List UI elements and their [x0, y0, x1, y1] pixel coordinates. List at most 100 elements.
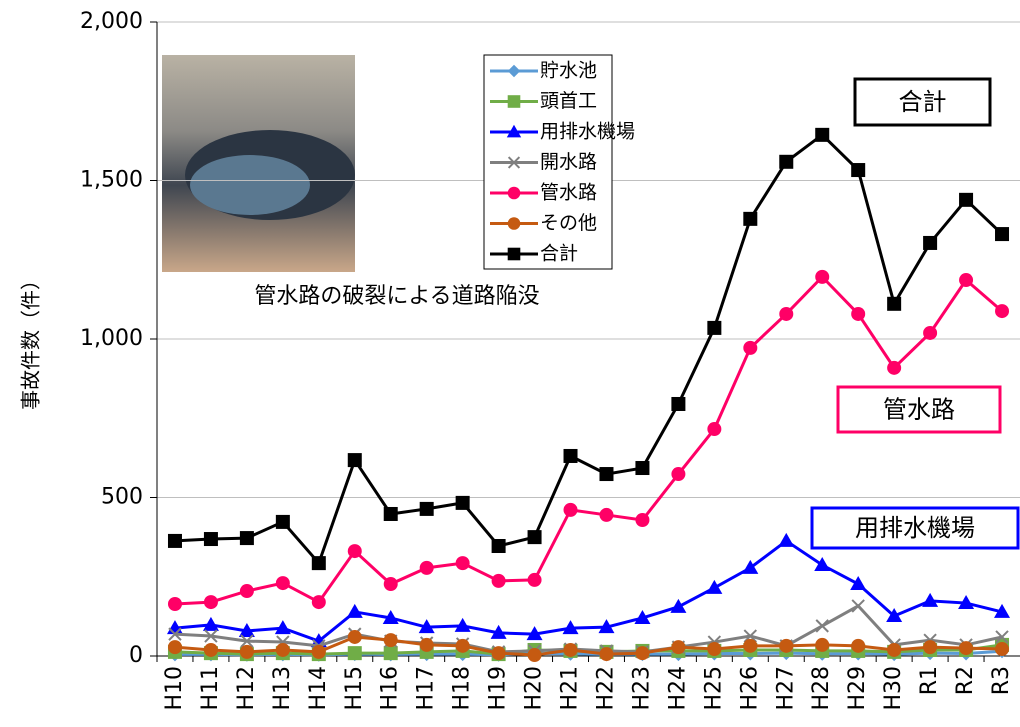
- x-tick-label: H22: [593, 666, 618, 711]
- x-tick-label: H16: [378, 666, 403, 711]
- point: [599, 507, 614, 522]
- x-tick-label: R3: [989, 666, 1014, 695]
- annotation-box: [810, 506, 1020, 550]
- x-tick-label: H25: [701, 666, 726, 711]
- x-tick-label: H19: [486, 666, 511, 711]
- point: [706, 579, 723, 594]
- x-tick-label: H12: [234, 666, 259, 711]
- series-line: [174, 604, 1003, 654]
- x-tick-label: H21: [558, 666, 583, 711]
- x-tick-label: R1: [917, 666, 942, 695]
- point: [887, 642, 902, 657]
- x-tick-label: H20: [522, 666, 547, 711]
- point: [707, 320, 722, 335]
- annotation-box: [853, 77, 992, 127]
- point: [311, 595, 326, 610]
- point: [742, 559, 759, 574]
- annotation: 合計: [899, 88, 947, 116]
- point: [527, 572, 542, 587]
- legend-marker: [507, 64, 521, 78]
- point: [419, 637, 434, 652]
- point: [994, 603, 1011, 618]
- point: [419, 501, 434, 516]
- point: [418, 619, 435, 634]
- point: [779, 638, 794, 653]
- y-tick-label: 500: [101, 485, 143, 510]
- point: [239, 531, 254, 546]
- point: [563, 502, 578, 517]
- point: [598, 619, 615, 634]
- legend-label: その他: [540, 212, 597, 234]
- point: [419, 560, 434, 575]
- point: [743, 638, 758, 653]
- point: [491, 646, 506, 661]
- point: [995, 227, 1010, 242]
- point: [779, 306, 794, 321]
- point: [240, 634, 254, 648]
- x-tick-label: H30: [881, 666, 906, 711]
- point: [202, 616, 219, 631]
- legend-label: 管水路: [540, 182, 597, 204]
- point: [671, 396, 686, 411]
- point: [815, 619, 829, 633]
- point: [670, 598, 687, 613]
- point: [563, 642, 578, 657]
- x-tick-label: H14: [306, 666, 331, 711]
- point: [851, 163, 866, 178]
- point: [995, 642, 1010, 657]
- point: [779, 154, 794, 169]
- point: [850, 576, 867, 591]
- x-tick-label: H26: [737, 666, 762, 711]
- legend-label: 用排水機場: [540, 121, 635, 143]
- point: [383, 633, 398, 648]
- point: [383, 506, 398, 521]
- point: [635, 461, 650, 476]
- point: [887, 296, 902, 311]
- point: [203, 595, 218, 610]
- legend-marker: [507, 247, 521, 261]
- point: [491, 539, 506, 554]
- x-tick-label: H17: [414, 666, 439, 711]
- point: [923, 325, 938, 340]
- legend-marker: [507, 186, 521, 200]
- point: [275, 514, 290, 529]
- x-tick-label: H27: [773, 666, 798, 711]
- point: [851, 599, 865, 613]
- x-tick-label: H11: [198, 666, 223, 711]
- point: [455, 495, 470, 510]
- point: [275, 576, 290, 591]
- point: [203, 642, 218, 657]
- point: [168, 627, 182, 641]
- point: [707, 422, 722, 437]
- point: [814, 557, 831, 572]
- point: [347, 646, 362, 661]
- point: [203, 532, 218, 547]
- x-tick-label: H15: [342, 666, 367, 711]
- point: [238, 622, 255, 637]
- legend-marker: [506, 124, 522, 138]
- point: [923, 235, 938, 250]
- x-tick-label: R2: [953, 666, 978, 695]
- legend-marker: [507, 156, 521, 169]
- x-tick-label: H18: [450, 666, 475, 711]
- point: [455, 556, 470, 571]
- annotation-box: [836, 385, 1002, 434]
- photo: [162, 55, 355, 272]
- y-axis-label: 事故件数（件）: [19, 270, 43, 410]
- point: [167, 597, 182, 612]
- point: [490, 624, 507, 639]
- point: [958, 595, 975, 610]
- point: [886, 608, 903, 623]
- point: [815, 637, 830, 652]
- point: [922, 592, 939, 607]
- point: [671, 467, 686, 482]
- annotation: 管水路: [883, 396, 955, 424]
- point: [959, 192, 974, 207]
- point: [167, 640, 182, 655]
- legend-marker: [507, 95, 521, 108]
- point: [815, 269, 830, 284]
- point: [347, 453, 362, 468]
- point: [562, 620, 579, 635]
- x-tick-label: H13: [270, 666, 295, 711]
- x-tick-label: H24: [665, 666, 690, 711]
